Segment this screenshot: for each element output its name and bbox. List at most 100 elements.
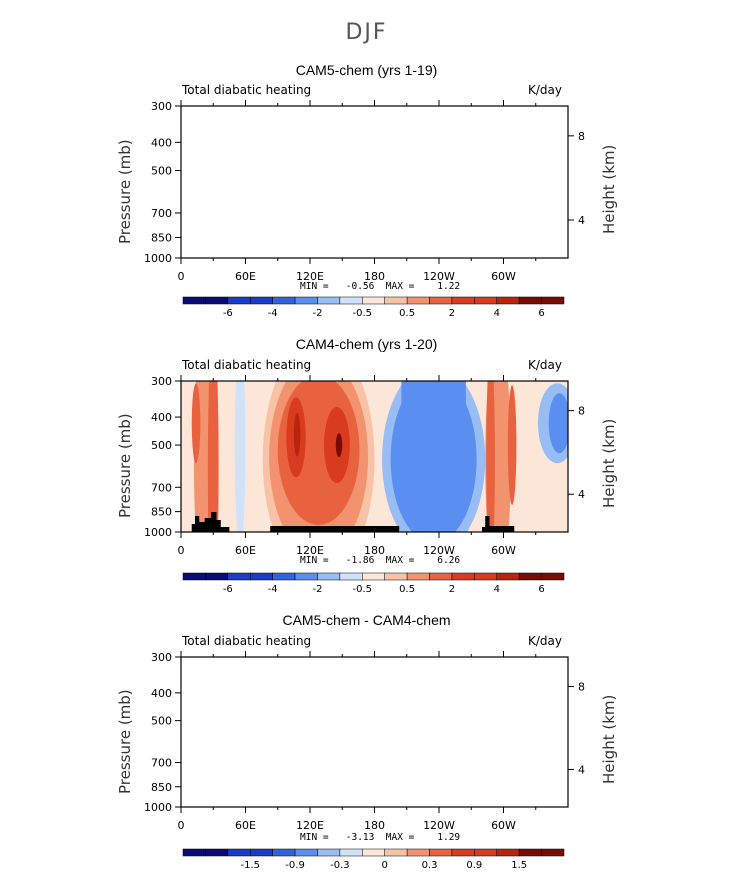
- panel-1-field-label: Total diabatic heating: [182, 83, 312, 97]
- panel-3-colorbar-label-2: -0.3: [330, 860, 350, 871]
- panel-3-colorbar-box-4: [272, 848, 296, 857]
- panel-3-colorbar-box-3: [249, 848, 273, 857]
- panel-1-colorbar-box-9: [384, 296, 408, 305]
- panel-2-colorbar-label-5: 2: [449, 584, 455, 595]
- panel-2-colorbar-label-1: -4: [268, 584, 278, 595]
- panel-3-minmax: MIN = -3.13 MAX = 1.29: [300, 832, 461, 843]
- panel-2-colorbar-box-11: [429, 572, 453, 581]
- panel-3-ytick-label-5: 1000: [144, 801, 172, 814]
- panel-3-colorbar-box-9: [384, 848, 408, 857]
- panel-3-ytick-label-2: 500: [151, 715, 172, 728]
- panel-2-colorbar-box-0: [182, 572, 206, 581]
- panel-2-title: CAM4-chem (yrs 1-20): [295, 336, 438, 352]
- panel-3-colorbar-box-16: [541, 848, 565, 857]
- neg-region-pacific-upper: [401, 381, 466, 491]
- panel-1-colorbar-box-11: [429, 296, 453, 305]
- panel-3-height-tick-label-1: 8: [578, 680, 585, 693]
- panel-3-colorbar-box-11: [429, 848, 453, 857]
- panel-2-colorbar-label-6: 4: [494, 584, 500, 595]
- panel-1-colorbar-box-10: [406, 296, 430, 305]
- panel-2-colorbar-box-9: [384, 572, 408, 581]
- panel-1-ytick-label-1: 400: [151, 136, 172, 149]
- panel-2-ytick-label-3: 700: [151, 481, 172, 494]
- panel-2-colorbar-box-12: [451, 572, 475, 581]
- neg-region-atlantic-core: [548, 393, 568, 454]
- panel-2-ytick-label-5: 1000: [144, 526, 172, 539]
- panel-3-colorbar-box-13: [474, 848, 498, 857]
- panel-3-xtick-label-1: 60E: [235, 819, 256, 832]
- panel-3-xtick-label-3: 180: [364, 819, 385, 832]
- panel-1-colorbar-box-16: [541, 296, 565, 305]
- pos-region-africa-upper: [191, 383, 201, 464]
- panel-3-field-label: Total diabatic heating: [182, 634, 312, 648]
- panel-1-colorbar-box-15: [518, 296, 542, 305]
- panel-2-ytick-label-4: 850: [151, 506, 172, 519]
- panel-2-colorbar-box-10: [406, 572, 430, 581]
- panel-1-xtick-label-2: 120E: [296, 270, 324, 283]
- panel-1-colorbar-box-3: [249, 296, 273, 305]
- panel-1-colorbar-label-7: 6: [538, 308, 544, 319]
- panel-3-units: K/day: [528, 634, 562, 648]
- panel-3-ytick-label-0: 300: [151, 651, 172, 664]
- panel-3-title: CAM5-chem - CAM4-chem: [282, 612, 451, 628]
- panel-2-colorbar-box-5: [294, 572, 318, 581]
- panel-3-colorbar-box-10: [406, 848, 430, 857]
- panel-1-xtick-label-4: 120W: [423, 270, 455, 283]
- panel-1-colorbar-label-3: -0.5: [353, 308, 373, 319]
- panel-1-colorbar-label-4: 0.5: [399, 308, 415, 319]
- pos-region-samerica-east: [507, 385, 517, 506]
- panel-3-ytick-label-3: 700: [151, 757, 172, 770]
- panel-2-colorbar-label-7: 6: [538, 584, 544, 595]
- panel-1-colorbar-box-4: [272, 296, 296, 305]
- panel-3-colorbar-box-5: [294, 848, 318, 857]
- panel-3-colorbar-box-8: [362, 848, 385, 857]
- panel-2-colorbar-box-8: [362, 572, 385, 581]
- panel-2-colorbar-box-13: [474, 572, 498, 581]
- panel-2-colorbar-box-16: [541, 572, 565, 581]
- panel-2-colorbar-box-2: [227, 572, 251, 581]
- panel-3-ytick-label-4: 850: [151, 781, 172, 794]
- panel-1-minmax: MIN = -0.56 MAX = 1.22: [300, 281, 461, 292]
- panel-2-colorbar-label-3: -0.5: [353, 584, 373, 595]
- panel-3-colorbar-box-0: [182, 848, 206, 857]
- panel-3-colorbar-box-6: [317, 848, 341, 857]
- pos-region-warmpool-max-east: [335, 433, 343, 458]
- panel-2-xtick-label-0: 0: [178, 544, 185, 557]
- panel-1-colorbar-box-7: [339, 296, 363, 305]
- panel-2-xtick-label-4: 120W: [423, 544, 455, 557]
- panel-1-height-tick-label-0: 4: [578, 214, 585, 227]
- pos-region-warmpool-max-west: [293, 412, 301, 457]
- panel-1-colorbar-box-13: [474, 296, 498, 305]
- panel-1-colorbar-box-8: [362, 296, 385, 305]
- panel-3-colorbar-label-6: 1.5: [511, 860, 527, 871]
- panel-2-colorbar-label-4: 0.5: [399, 584, 415, 595]
- panel-3-colorbar-box-14: [496, 848, 520, 857]
- topography-andes: [482, 516, 515, 532]
- panel-2-xtick-label-2: 120E: [296, 544, 324, 557]
- panel-1-colorbar-label-0: -6: [223, 308, 233, 319]
- panel-3-colorbar-box-12: [451, 848, 475, 857]
- panel-2-colorbar-label-2: -2: [312, 584, 322, 595]
- panel-2-height-tick-label-1: 8: [578, 405, 585, 418]
- panel-2-ytick-label-2: 500: [151, 439, 172, 452]
- panel-3-colorbar-box-2: [227, 848, 251, 857]
- panel-2-colorbar-box-4: [272, 572, 296, 581]
- panel-1-xtick-label-3: 180: [364, 270, 385, 283]
- panel-2-xtick-label-1: 60E: [235, 544, 256, 557]
- panel-2-colorbar-label-0: -6: [223, 584, 233, 595]
- panel-3-colorbar-box-7: [339, 848, 363, 857]
- panel-2-minmax: MIN = -1.86 MAX = 6.26: [300, 555, 461, 566]
- panel-1-colorbar-box-2: [227, 296, 251, 305]
- panel-2-colorbar-box-3: [249, 572, 273, 581]
- panel-1-ytick-label-2: 500: [151, 164, 172, 177]
- panel-2-field-label: Total diabatic heating: [182, 358, 312, 372]
- panel-3-colorbar-box-1: [205, 848, 229, 857]
- panel-3-ytick-label-1: 400: [151, 687, 172, 700]
- panel-1-colorbar-box-14: [496, 296, 520, 305]
- panel-3-height-tick-label-0: 4: [578, 763, 585, 776]
- panel-2-contours: [181, 381, 568, 532]
- panel-3-colorbar-label-1: -0.9: [285, 860, 305, 871]
- panel-2-colorbar-box-6: [317, 572, 341, 581]
- panel-2-xtick-label-3: 180: [364, 544, 385, 557]
